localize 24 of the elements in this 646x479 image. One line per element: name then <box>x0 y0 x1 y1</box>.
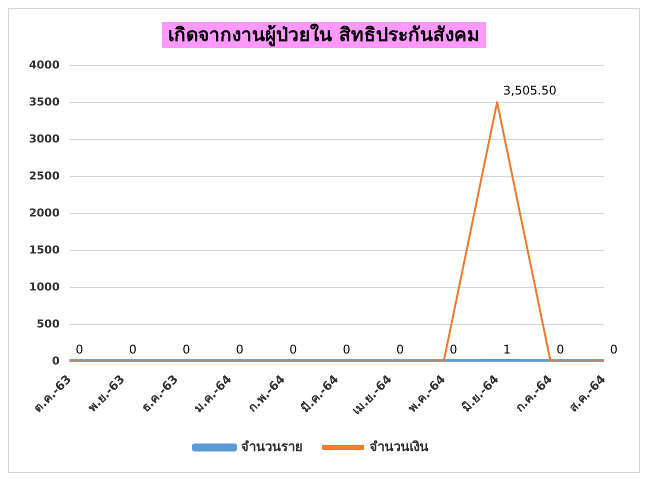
y-tick-label: 500 <box>36 317 60 330</box>
y-tick-label: 2000 <box>28 206 60 220</box>
data-label: 0 <box>450 342 458 357</box>
legend-label: จำนวนราย <box>241 438 303 455</box>
data-label: 0 <box>76 342 84 357</box>
data-label: 0 <box>556 342 564 357</box>
data-label: 0 <box>396 342 404 357</box>
data-label: 0 <box>289 342 298 357</box>
data-label: 0 <box>342 342 350 357</box>
y-tick-label: 3500 <box>28 95 60 108</box>
data-label: 0 <box>610 342 618 357</box>
y-tick-label: 1500 <box>28 243 60 256</box>
legend-label: จำนวนเงิน <box>370 438 428 455</box>
data-label: 3,505.50 <box>503 83 557 98</box>
data-label: 0 <box>129 342 137 357</box>
data-label: 0 <box>236 342 244 357</box>
y-tick-label: 1000 <box>28 280 60 294</box>
y-tick-label: 4000 <box>28 58 60 72</box>
chart-title: เกิดจากงานผู้ป่วยใน สิทธิประกันสังคม <box>162 22 486 48</box>
y-tick-label: 2500 <box>28 169 60 182</box>
y-tick-label: 0 <box>52 354 60 368</box>
y-tick-label: 3000 <box>28 132 60 146</box>
data-label: 1 <box>503 342 511 357</box>
data-label: 0 <box>182 342 190 357</box>
